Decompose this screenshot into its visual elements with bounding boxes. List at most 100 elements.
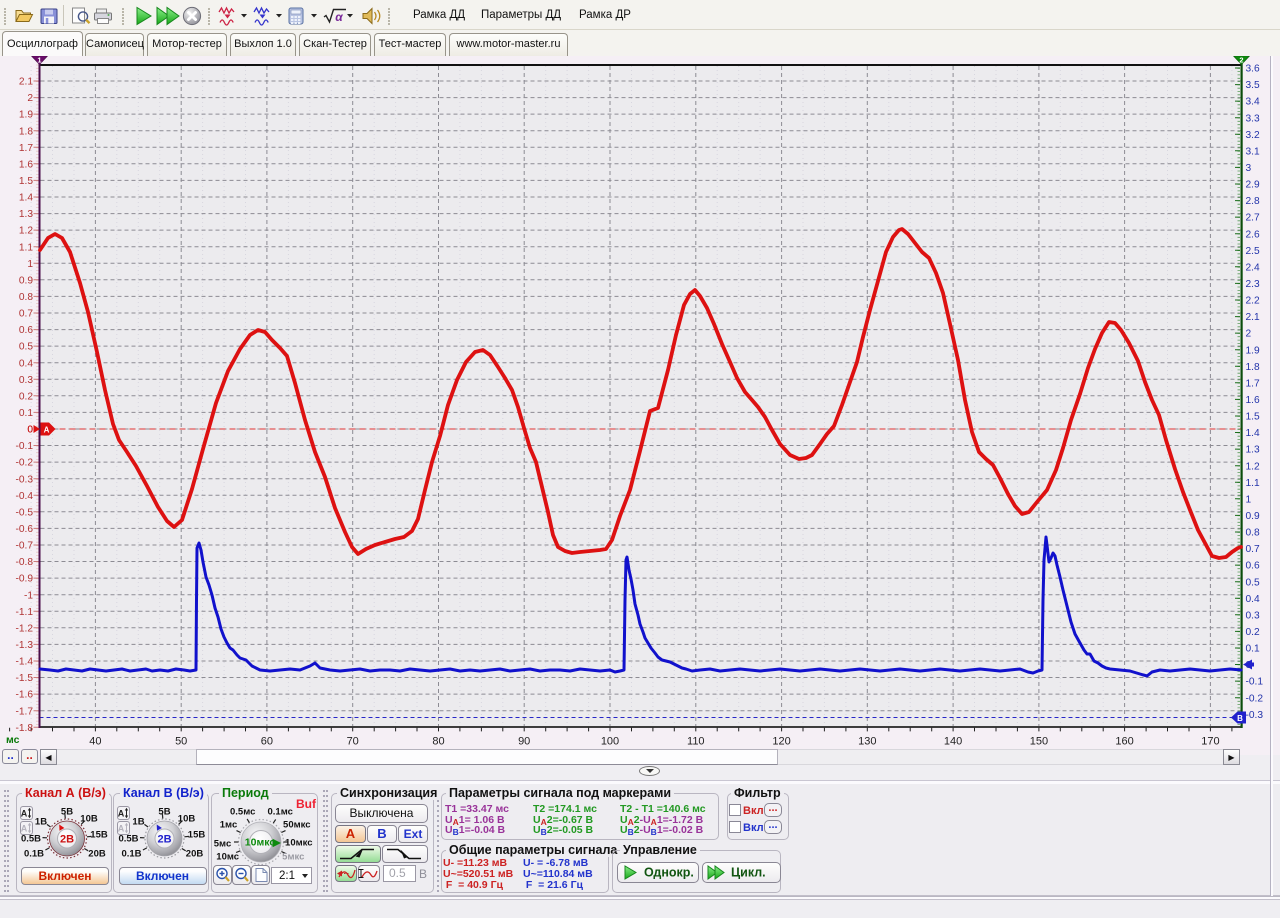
svg-text:2.2: 2.2 [1246,296,1260,307]
svg-text:1.2: 1.2 [1246,461,1260,472]
svg-text:150: 150 [1030,736,1048,748]
svg-text:0.2: 0.2 [1246,627,1260,638]
svg-text:3.1: 3.1 [1246,146,1260,157]
svg-text:0.3: 0.3 [19,375,33,386]
svg-text:-1.2: -1.2 [15,623,33,634]
svg-text:A: A [44,425,50,434]
svg-text:2.7: 2.7 [1246,213,1260,224]
svg-text:2.4: 2.4 [1246,262,1260,273]
svg-text:-0.1: -0.1 [15,441,33,452]
svg-text:-0.5: -0.5 [15,507,33,518]
svg-text:1.4: 1.4 [19,193,33,204]
svg-text:-0.3: -0.3 [1246,710,1264,721]
svg-text:80: 80 [432,736,444,748]
svg-text:0.4: 0.4 [19,358,33,369]
svg-text:-1.1: -1.1 [15,607,33,618]
svg-text:2.9: 2.9 [1246,180,1260,191]
svg-text:90: 90 [518,736,530,748]
svg-text:0: 0 [27,425,33,436]
svg-text:0.4: 0.4 [1246,594,1260,605]
svg-text:170: 170 [1201,736,1219,748]
svg-text:-1.5: -1.5 [15,673,33,684]
svg-text:0.2: 0.2 [19,391,33,402]
svg-text:0.1: 0.1 [1246,644,1260,655]
svg-text:140: 140 [944,736,962,748]
svg-text:2.8: 2.8 [1246,196,1260,207]
svg-text:3.3: 3.3 [1246,113,1260,124]
svg-text:1: 1 [1246,494,1252,505]
svg-text:2.5: 2.5 [1246,246,1260,257]
svg-text:-0.9: -0.9 [15,574,33,585]
svg-text:2: 2 [27,93,33,104]
svg-text:1.7: 1.7 [19,143,33,154]
svg-text:1.4: 1.4 [1246,428,1260,439]
svg-text:1.3: 1.3 [19,209,33,220]
svg-text:1.8: 1.8 [19,126,33,137]
svg-text:0.7: 0.7 [19,309,33,320]
svg-text:α: α [335,10,343,24]
svg-text:10мкс: 10мкс [245,837,276,849]
svg-text:3.6: 3.6 [1246,64,1260,75]
svg-text:1.9: 1.9 [1246,345,1260,356]
svg-text:2: 2 [1239,56,1243,65]
svg-text:110: 110 [687,736,705,748]
svg-text:мс: мс [6,734,20,746]
svg-text:1: 1 [37,56,41,65]
svg-text:А: А [20,809,27,819]
svg-text:-1.6: -1.6 [15,690,33,701]
svg-text:1.6: 1.6 [1246,395,1260,406]
svg-text:0: 0 [27,425,33,436]
svg-text:А: А [20,823,27,833]
svg-text:-0.4: -0.4 [15,491,33,502]
svg-text:0.5: 0.5 [1246,577,1260,588]
svg-text:-0.8: -0.8 [15,557,33,568]
svg-text:1.2: 1.2 [19,226,33,237]
svg-text:0.9: 0.9 [1246,511,1260,522]
svg-text:0.1: 0.1 [19,408,33,419]
svg-text:1.5: 1.5 [19,176,33,187]
svg-text:-1.8: -1.8 [15,723,33,734]
svg-text:-0.2: -0.2 [1246,693,1264,704]
svg-text:3: 3 [1246,163,1252,174]
svg-text:0.6: 0.6 [19,325,33,336]
svg-text:3.4: 3.4 [1246,97,1260,108]
svg-text:-1.4: -1.4 [15,657,33,668]
svg-text:-1.3: -1.3 [15,640,33,651]
svg-text:2.6: 2.6 [1246,229,1260,240]
svg-text:1.5: 1.5 [1246,412,1260,423]
svg-text:2: 2 [1246,329,1252,340]
svg-text:1.1: 1.1 [1246,478,1260,489]
svg-text:2.1: 2.1 [19,77,33,88]
svg-text:1.3: 1.3 [1246,445,1260,456]
svg-text:0.8: 0.8 [1246,528,1260,539]
svg-text:0.5: 0.5 [19,342,33,353]
svg-text:2.1: 2.1 [1246,312,1260,323]
svg-text:-1.7: -1.7 [15,706,33,717]
svg-text:-1: -1 [24,590,33,601]
svg-text:130: 130 [858,736,876,748]
svg-text:1.9: 1.9 [19,110,33,121]
svg-text:Однокр.: Однокр. [644,866,694,880]
svg-text:0.8: 0.8 [19,292,33,303]
svg-text:120: 120 [772,736,790,748]
svg-text:А: А [118,823,125,833]
svg-text:60: 60 [261,736,273,748]
svg-text:1: 1 [27,259,33,270]
svg-text:-0.6: -0.6 [15,524,33,535]
svg-text:1.7: 1.7 [1246,378,1260,389]
svg-text:2В: 2В [157,834,171,846]
svg-text:3.2: 3.2 [1246,130,1260,141]
svg-text:40: 40 [89,736,101,748]
svg-text:-0.3: -0.3 [15,474,33,485]
svg-text:70: 70 [347,736,359,748]
svg-text:2В: 2В [60,834,74,846]
svg-text:1.8: 1.8 [1246,362,1260,373]
svg-text:100: 100 [601,736,619,748]
svg-text:B: B [1237,714,1243,723]
svg-text:2.3: 2.3 [1246,279,1260,290]
svg-text:50: 50 [175,736,187,748]
svg-text:-0.2: -0.2 [15,458,33,469]
svg-text:1.1: 1.1 [19,242,33,253]
svg-text:3.5: 3.5 [1246,80,1260,91]
svg-text:Цикл.: Цикл. [731,866,766,880]
